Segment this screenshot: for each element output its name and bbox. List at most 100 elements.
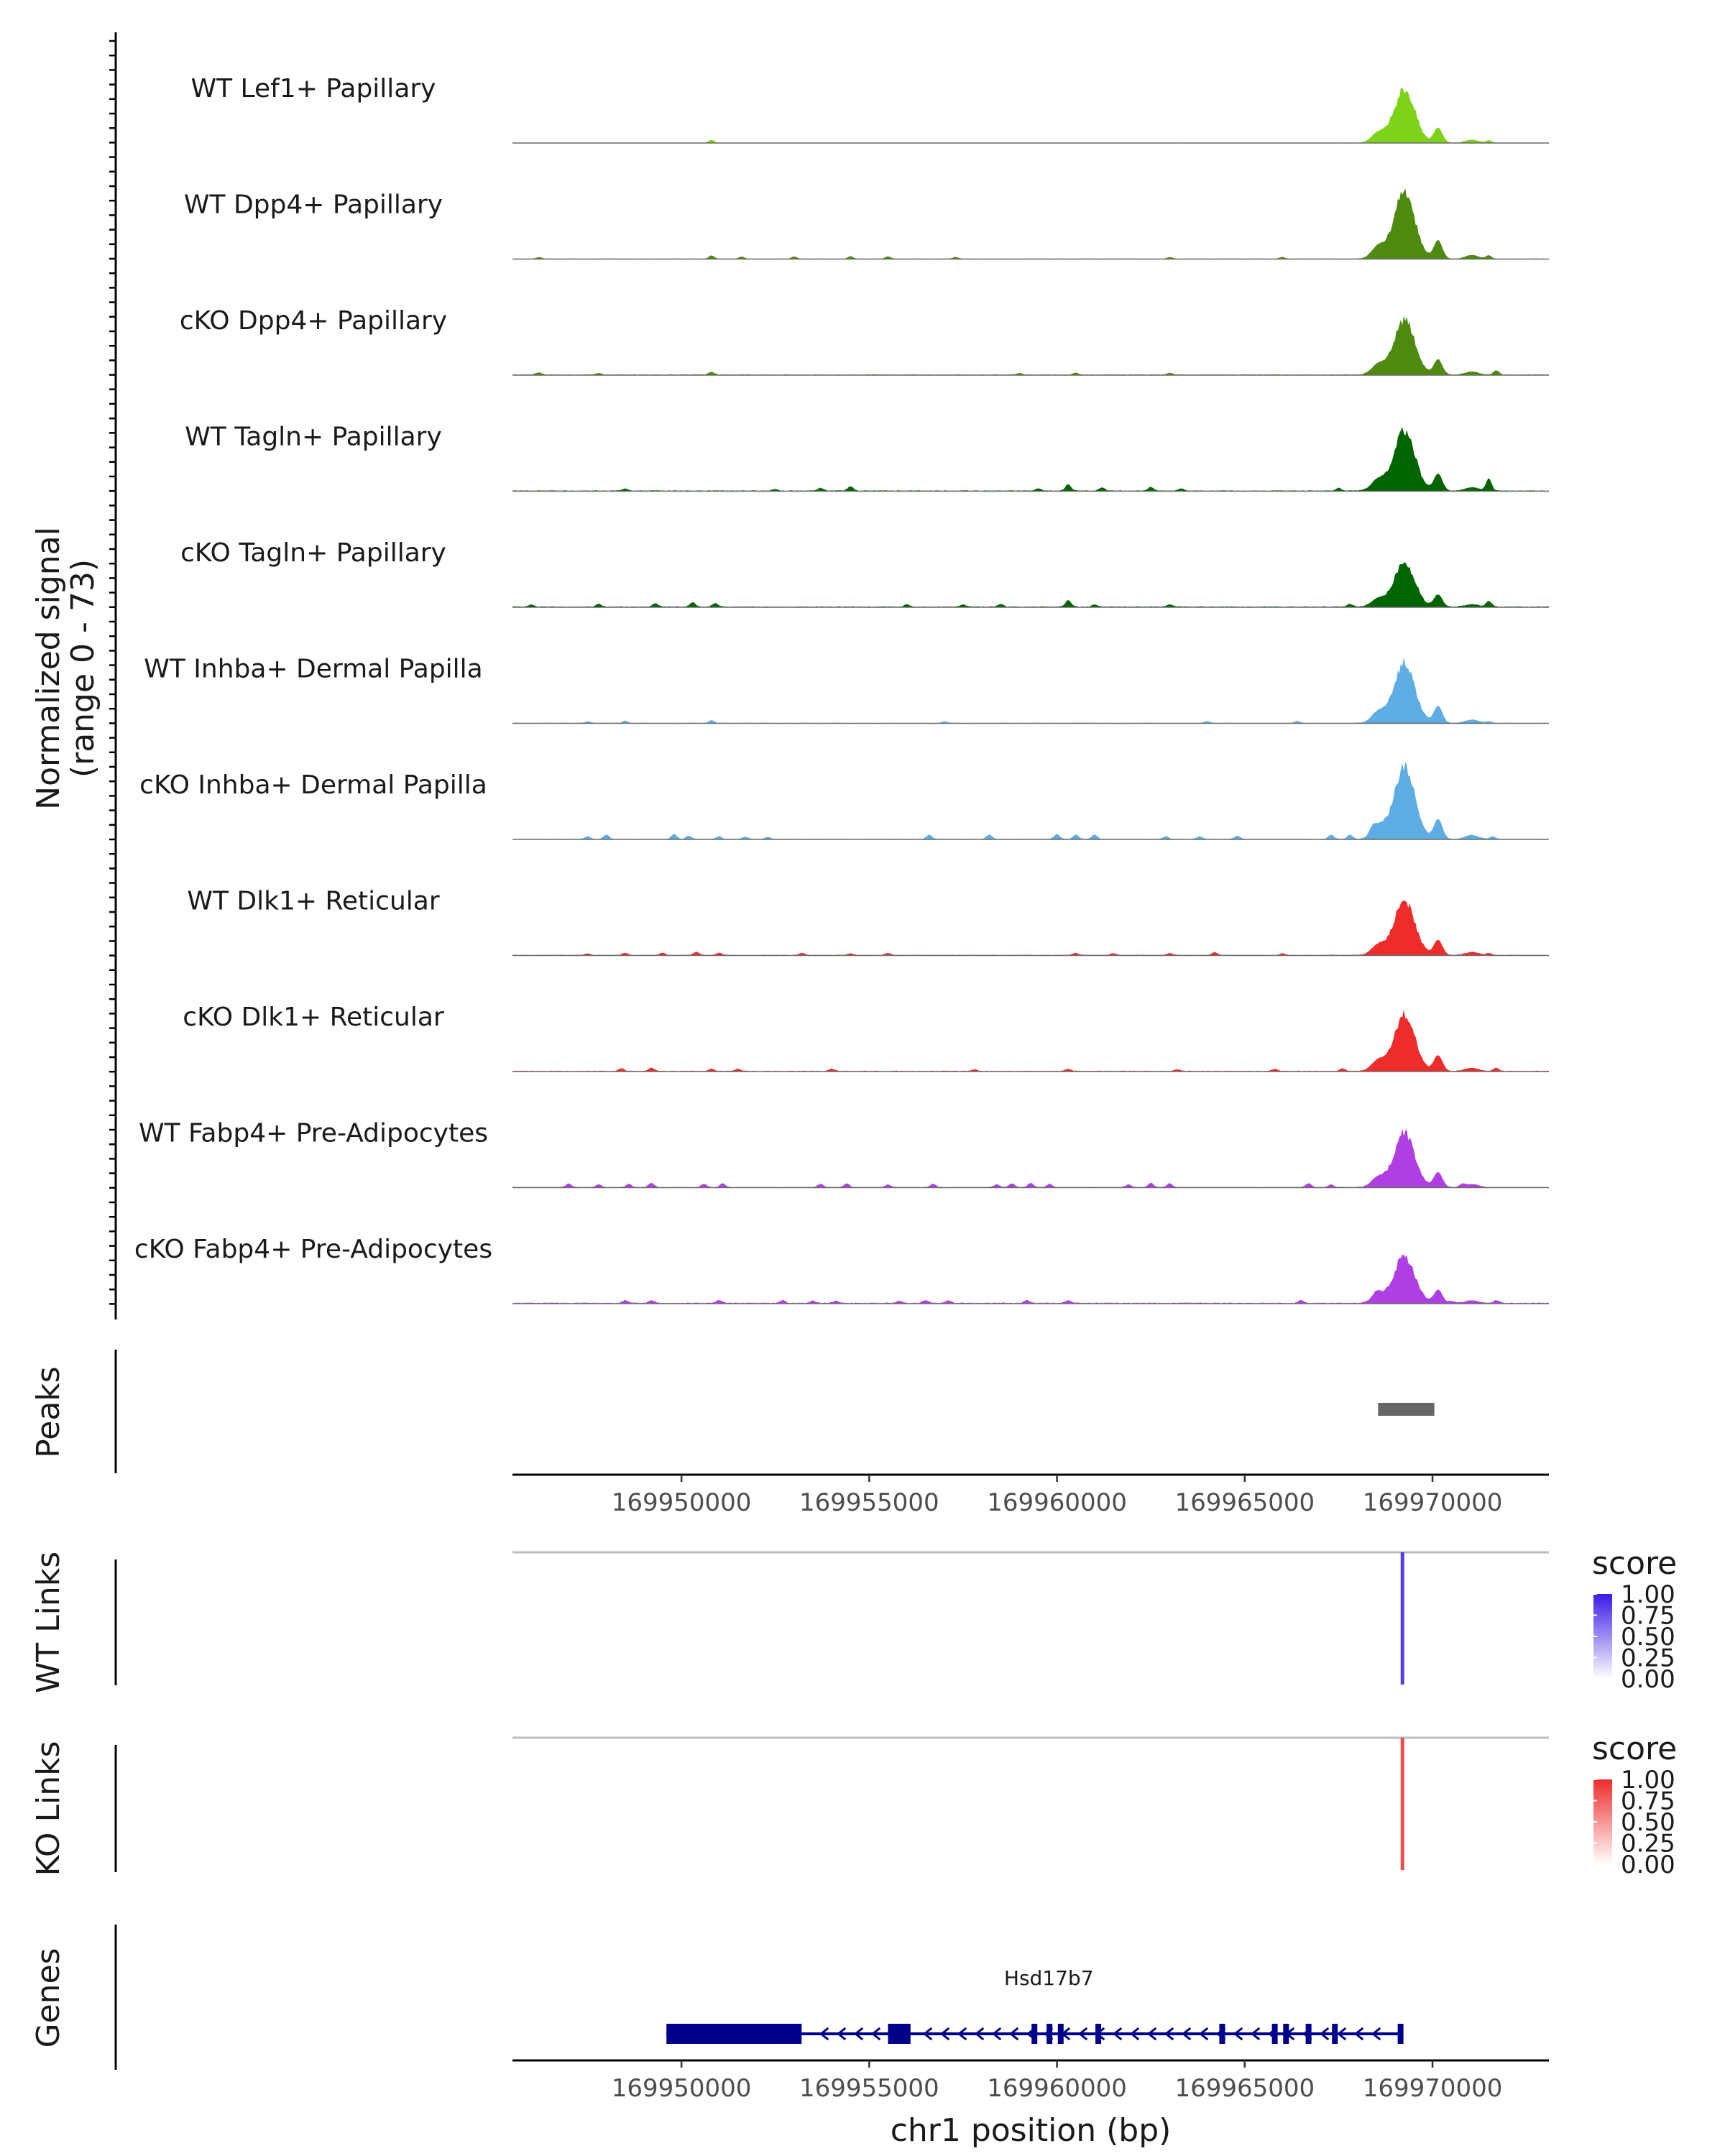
strand-arrow: [1164, 2027, 1174, 2041]
strand-arrow: [1095, 2027, 1105, 2041]
strand-arrow: [819, 2027, 829, 2041]
track-label: cKO Dlk1+ Reticular: [183, 1003, 444, 1032]
strand-arrow: [1250, 2027, 1261, 2041]
peak-region: [1378, 1403, 1435, 1416]
gene-exon: [1046, 2024, 1053, 2044]
gene-exon: [888, 2024, 911, 2044]
strand-arrow: [1371, 2027, 1381, 2041]
strand-arrow: [957, 2027, 967, 2041]
coverage-track: cKO Tagln+ Papillary: [180, 538, 1549, 608]
gene-exon: [1397, 2024, 1404, 2044]
legend-value: 1.00: [1621, 1766, 1675, 1795]
gene-exon: [1332, 2024, 1338, 2044]
track-label: cKO Fabp4+ Pre-Adipocytes: [134, 1235, 492, 1264]
coverage-track: WT Lef1+ Papillary: [191, 74, 1549, 144]
legend-value: 0.00: [1621, 1851, 1675, 1879]
strand-arrow: [1077, 2027, 1088, 2041]
legend-value: 1.00: [1621, 1580, 1675, 1609]
strand-arrow: [1181, 2027, 1192, 2041]
x-axis-upper: 169950000 169955000 169960000 169965000 1699…: [512, 1473, 1549, 1517]
strand-arrow: [1336, 2027, 1347, 2041]
legend-value: 0.75: [1621, 1602, 1675, 1631]
y-axis-range: (range 0 - 73): [65, 559, 101, 778]
coverage-track: WT Fabp4+ Pre-Adipocytes: [139, 1119, 1549, 1189]
gene-exon: [666, 2024, 802, 2044]
coverage-area: [512, 188, 1549, 259]
legend-value: 0.00: [1621, 1665, 1675, 1694]
coverage-area: [512, 427, 1549, 492]
coverage-track: WT Tagln+ Papillary: [185, 423, 1549, 492]
peaks-label: Peaks: [30, 1366, 67, 1457]
legend-value: 0.50: [1621, 1808, 1675, 1837]
gene-exon: [1305, 2024, 1312, 2044]
legend-value: 0.75: [1621, 1787, 1675, 1816]
gene-exon: [1271, 2024, 1278, 2044]
track-label: WT Lef1+ Papillary: [191, 74, 436, 103]
x-tick-label: 169970000: [1363, 1488, 1503, 1517]
strand-arrow: [1319, 2027, 1330, 2041]
coverage-track: WT Dlk1+ Reticular: [187, 887, 1549, 957]
strand-arrow: [1008, 2027, 1019, 2041]
x-tick-label: 169960000: [987, 1488, 1127, 1517]
track-label: cKO Dpp4+ Papillary: [180, 306, 447, 336]
track-label: cKO Tagln+ Papillary: [180, 538, 446, 568]
strand-arrow: [1129, 2027, 1140, 2041]
strand-arrow: [1198, 2027, 1209, 2041]
coverage-area: [512, 1009, 1549, 1072]
track-label: WT Dlk1+ Reticular: [187, 887, 439, 916]
strand-arrow: [974, 2027, 985, 2041]
strand-arrow: [1302, 2027, 1312, 2041]
legend-title: score: [1592, 1731, 1677, 1767]
x-tick-label: 169955000: [799, 2074, 939, 2103]
coverage-track: WT Dpp4+ Papillary: [184, 188, 1549, 260]
track-label: WT Tagln+ Papillary: [185, 423, 442, 452]
coverage-track: cKO Dlk1+ Reticular: [183, 1003, 1549, 1072]
coverage-area: [512, 762, 1549, 839]
x-axis-lower: 169950000 169955000 169960000 169965000 1699…: [512, 2059, 1549, 2149]
strand-arrow: [870, 2027, 881, 2041]
coverage-track: cKO Fabp4+ Pre-Adipocytes: [134, 1235, 1549, 1304]
x-tick-label: 169950000: [612, 1488, 752, 1517]
x-tick-label: 169955000: [799, 1488, 939, 1517]
gene-exon: [1057, 2024, 1064, 2044]
track-label: WT Inhba+ Dermal Papilla: [144, 655, 482, 684]
gene-exon: [1219, 2024, 1225, 2044]
links-label: WT Links: [30, 1552, 67, 1693]
coverage-track: WT Inhba+ Dermal Papilla: [144, 655, 1549, 724]
strand-arrow: [1146, 2027, 1157, 2041]
coverage-area: [512, 315, 1549, 375]
x-axis-title: chr1 position (bp): [891, 2112, 1172, 2149]
links-label: KO Links: [30, 1741, 67, 1876]
legend-value: 0.25: [1621, 1830, 1675, 1858]
gene-name: Hsd17b7: [1004, 1966, 1094, 1990]
strand-arrow: [939, 2027, 950, 2041]
strand-arrow: [922, 2027, 933, 2041]
y-axis-title: Normalized signal: [30, 527, 67, 810]
x-tick-label: 169970000: [1363, 2074, 1503, 2103]
strand-arrow: [1112, 2027, 1123, 2041]
coverage-area: [512, 87, 1549, 143]
track-label: WT Fabp4+ Pre-Adipocytes: [139, 1119, 488, 1148]
strand-arrow: [1233, 2027, 1243, 2041]
strand-arrow: [1267, 2027, 1278, 2041]
strand-arrow: [1215, 2027, 1226, 2041]
peaks-panel: Peaks: [30, 1350, 1435, 1473]
legend-value: 0.25: [1621, 1644, 1675, 1673]
strand-arrow: [836, 2027, 847, 2041]
strand-arrow: [1060, 2027, 1071, 2041]
coverage-area: [512, 562, 1549, 607]
legend-value: 0.50: [1621, 1623, 1675, 1651]
coverage-area: [512, 1128, 1549, 1188]
coverage-area: [512, 900, 1549, 956]
genes-panel: Genes Hsd17b7: [30, 1925, 1404, 2070]
coverage-area: [512, 657, 1549, 724]
genes-label: Genes: [30, 1948, 67, 2047]
strand-arrow: [1353, 2027, 1364, 2041]
strand-arrow: [991, 2027, 1002, 2041]
legend-title: score: [1592, 1545, 1677, 1582]
coverage-area: [512, 1255, 1549, 1304]
